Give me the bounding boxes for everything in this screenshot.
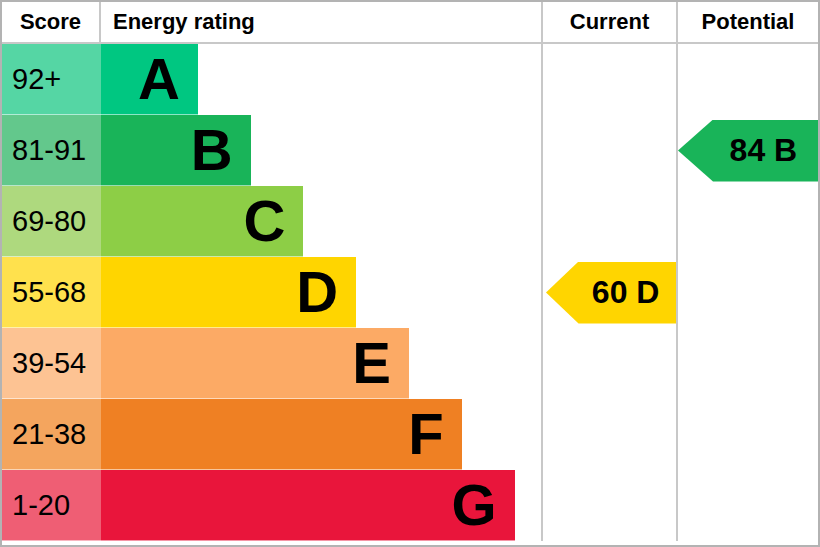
- band-row-b: 81-91 B 84 B: [2, 115, 818, 186]
- potential-cell-d: [676, 257, 818, 328]
- band-score-range-f: 21-38: [2, 399, 101, 470]
- band-bar-e: E: [101, 328, 409, 399]
- potential-cell-c: [676, 186, 818, 257]
- band-letter-d: D: [296, 263, 338, 321]
- potential-cell-b: 84 B: [676, 115, 818, 186]
- band-track-a: A: [101, 44, 541, 115]
- energy-rating-column-header: Energy rating: [101, 2, 541, 42]
- band-letter-c: C: [244, 192, 286, 250]
- band-letter-b: B: [191, 121, 233, 179]
- band-score-range-d: 55-68: [2, 257, 101, 328]
- current-cell-g: [541, 470, 676, 541]
- band-row-e: 39-54 E: [2, 328, 818, 399]
- band-row-f: 21-38 F: [2, 399, 818, 470]
- band-bar-c: C: [101, 186, 303, 257]
- band-bar-f: F: [101, 399, 462, 470]
- band-score-range-b: 81-91: [2, 115, 101, 186]
- band-bar-g: G: [101, 470, 515, 541]
- band-bar-a: A: [101, 44, 198, 115]
- band-track-d: D: [101, 257, 541, 328]
- current-cell-f: [541, 399, 676, 470]
- band-letter-e: E: [352, 334, 391, 392]
- band-letter-a: A: [138, 50, 180, 108]
- current-cell-e: [541, 328, 676, 399]
- epc-rating-chart: Score Energy rating Current Potential 92…: [0, 0, 820, 547]
- potential-rating-arrow: 84 B: [678, 120, 818, 182]
- current-cell-d: 60 D: [541, 257, 676, 328]
- potential-cell-e: [676, 328, 818, 399]
- band-bar-b: B: [101, 115, 251, 186]
- current-cell-c: [541, 186, 676, 257]
- band-score-range-c: 69-80: [2, 186, 101, 257]
- potential-cell-f: [676, 399, 818, 470]
- band-track-f: F: [101, 399, 541, 470]
- band-row-c: 69-80 C: [2, 186, 818, 257]
- potential-column-header: Potential: [676, 2, 818, 42]
- potential-cell-g: [676, 470, 818, 541]
- band-row-g: 1-20 G: [2, 470, 818, 541]
- band-letter-f: F: [408, 405, 443, 463]
- current-column-header: Current: [541, 2, 676, 42]
- band-bar-d: D: [101, 257, 356, 328]
- chart-header-row: Score Energy rating Current Potential: [2, 2, 818, 44]
- potential-cell-a: [676, 44, 818, 115]
- band-score-range-e: 39-54: [2, 328, 101, 399]
- current-cell-b: [541, 115, 676, 186]
- band-row-d: 55-68 D 60 D: [2, 257, 818, 328]
- band-score-range-a: 92+: [2, 44, 101, 115]
- band-track-g: G: [101, 470, 541, 541]
- band-row-a: 92+ A: [2, 44, 818, 115]
- band-track-b: B: [101, 115, 541, 186]
- current-rating-arrow: 60 D: [546, 262, 676, 324]
- band-track-c: C: [101, 186, 541, 257]
- current-cell-a: [541, 44, 676, 115]
- band-track-e: E: [101, 328, 541, 399]
- band-score-range-g: 1-20: [2, 470, 101, 541]
- band-letter-g: G: [451, 476, 496, 534]
- score-column-header: Score: [2, 2, 101, 42]
